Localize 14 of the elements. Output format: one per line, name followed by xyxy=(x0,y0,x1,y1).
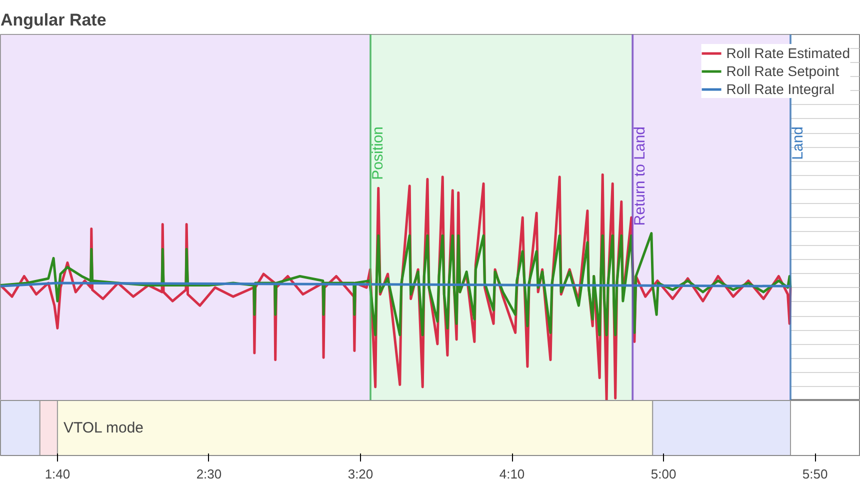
x-tick-label: 5:00 xyxy=(650,466,676,482)
series-label: VTOL mode xyxy=(63,420,144,436)
ref-line-label: Return to Land xyxy=(632,126,649,226)
legend-label: Roll Rate Integral xyxy=(726,80,834,98)
ref-line-label: Land xyxy=(790,126,806,160)
x-tick-label: 5:50 xyxy=(802,466,828,482)
legend-label: Roll Rate Setpoint xyxy=(726,62,840,80)
x-tick-label: 4:10 xyxy=(499,466,525,482)
x-tick-label: 3:20 xyxy=(348,466,374,482)
x-tick-label: 1:40 xyxy=(44,466,70,482)
x-tick-label: 2:30 xyxy=(196,466,222,482)
legend-label: Roll Rate Estimated xyxy=(726,44,850,62)
chart-title: Angular Rate xyxy=(0,10,106,30)
ref-line-label: Position xyxy=(370,126,386,180)
